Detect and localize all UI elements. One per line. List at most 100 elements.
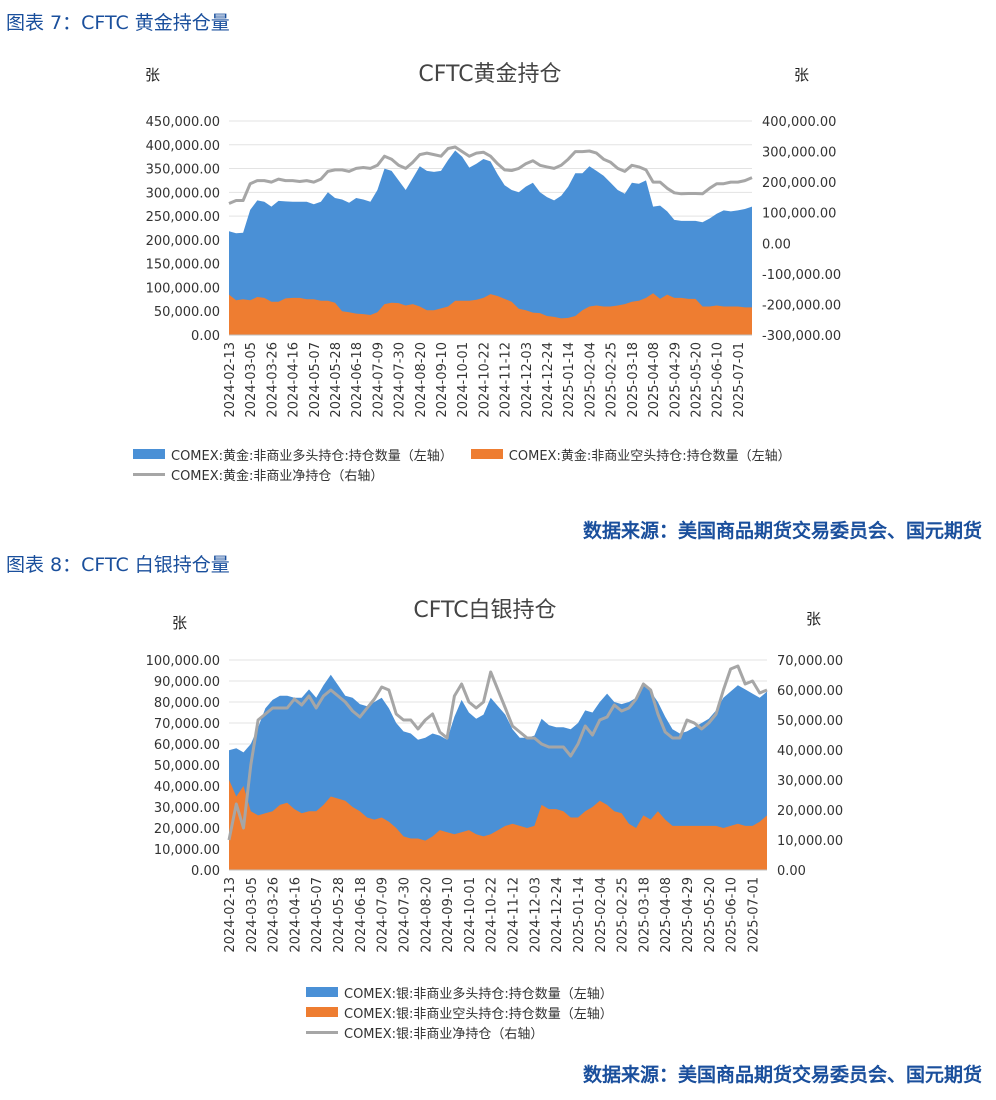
x-tick-label: 2025-03-18 <box>637 877 652 953</box>
x-tick-label: 2024-02-13 <box>223 877 238 953</box>
x-tick-label: 2024-04-16 <box>288 877 303 953</box>
x-tick-label: 2024-10-01 <box>456 342 471 418</box>
legend-item-silver-net: COMEX:银:非商业净持仓（右轴） <box>306 1022 613 1042</box>
x-tick-label: 2024-07-30 <box>393 342 408 418</box>
x-tick-label: 2025-01-14 <box>572 877 587 953</box>
gold-chart: 450,000.00 400,000.00 350,000.00 300,000.00… <box>146 115 842 418</box>
legend-item-silver-long: COMEX:银:非商业多头持仓:持仓数量（左轴） <box>306 982 613 1002</box>
y-tick-label: 50,000.00 <box>154 759 220 774</box>
y2-tick-label: 50,000.00 <box>777 714 843 729</box>
y-tick-label: 100,000.00 <box>146 654 220 669</box>
x-tick-label: 2024-07-09 <box>371 342 386 418</box>
x-tick-label: 2024-12-03 <box>528 877 543 953</box>
y2-tick-label: -300,000.00 <box>762 329 841 344</box>
x-tick-label: 2025-02-25 <box>616 877 631 953</box>
x-tick-label: 2024-10-22 <box>477 342 492 418</box>
legend-swatch <box>306 1030 338 1034</box>
legend-swatch <box>133 472 165 476</box>
y-tick-label: 30,000.00 <box>154 801 220 816</box>
y-tick-label: 70,000.00 <box>154 717 220 732</box>
y-tick-label: 100,000.00 <box>146 281 220 296</box>
y2-tick-label: 300,000.00 <box>762 146 836 161</box>
x-tick-label: 2024-03-26 <box>265 342 280 418</box>
gold-right-unit: 张 <box>794 66 810 84</box>
x-tick-label: 2024-11-12 <box>499 342 514 418</box>
x-tick-label: 2024-07-09 <box>376 877 391 953</box>
y-tick-label: 50,000.00 <box>154 305 220 320</box>
silver-left-unit: 张 <box>172 614 188 632</box>
y2-tick-label: 100,000.00 <box>762 207 836 222</box>
silver-chart-title: CFTC白银持仓 <box>413 598 557 623</box>
x-tick-label: 2025-02-04 <box>583 342 598 418</box>
x-tick-label: 2025-04-08 <box>647 342 662 418</box>
y2-tick-label: 0.00 <box>762 237 791 252</box>
x-tick-label: 2025-06-10 <box>725 877 740 953</box>
gold-chart-title: CFTC黄金持仓 <box>418 62 562 87</box>
legend-label: COMEX:银:非商业净持仓（右轴） <box>344 1026 544 1042</box>
y-tick-label: 40,000.00 <box>154 780 220 795</box>
y2-tick-label: 20,000.00 <box>777 804 843 819</box>
legend-swatch <box>133 449 165 459</box>
legend-swatch <box>306 987 338 997</box>
y-tick-label: 300,000.00 <box>146 186 220 201</box>
x-tick-label: 2024-04-16 <box>287 342 302 418</box>
x-tick-label: 2024-05-07 <box>308 342 323 418</box>
x-tick-label: 2024-09-10 <box>441 877 456 953</box>
legend-label: COMEX:黄金:非商业净持仓（右轴） <box>171 468 384 484</box>
legend-item-silver-short: COMEX:银:非商业空头持仓:持仓数量（左轴） <box>306 1002 613 1022</box>
silver-legend: COMEX:银:非商业多头持仓:持仓数量（左轴） COMEX:银:非商业空头持仓… <box>306 982 613 1042</box>
x-tick-label: 2025-04-29 <box>681 877 696 953</box>
gold-legend: COMEX:黄金:非商业多头持仓:持仓数量（左轴） COMEX:黄金:非商业空头… <box>133 444 791 484</box>
short-position-area <box>229 293 752 335</box>
x-tick-label: 2024-09-10 <box>435 342 450 418</box>
y2-tick-label: -100,000.00 <box>762 268 841 283</box>
x-tick-label: 2024-12-24 <box>550 877 565 953</box>
y-tick-label: 90,000.00 <box>154 675 220 690</box>
y-tick-label: 150,000.00 <box>146 258 220 273</box>
x-tick-label: 2025-04-29 <box>668 342 683 418</box>
x-tick-label: 2025-06-10 <box>711 342 726 418</box>
net-position-line <box>228 145 753 205</box>
x-tick-label: 2024-03-05 <box>245 877 260 953</box>
y2-tick-label: 0.00 <box>777 864 806 879</box>
y-tick-label: 450,000.00 <box>146 115 220 130</box>
gold-left-unit: 张 <box>145 66 161 84</box>
legend-item-gold-short: COMEX:黄金:非商业空头持仓:持仓数量（左轴） <box>470 444 791 464</box>
y2-tick-label: 10,000.00 <box>777 834 843 849</box>
x-tick-label: 2024-03-05 <box>244 342 259 418</box>
y-tick-label: 20,000.00 <box>154 822 220 837</box>
legend-label: COMEX:银:非商业多头持仓:持仓数量（左轴） <box>344 986 613 1002</box>
x-tick-label: 2024-12-24 <box>541 342 556 418</box>
x-tick-label: 2025-01-14 <box>562 342 577 418</box>
x-tick-label: 2024-08-20 <box>414 342 429 418</box>
legend-swatch <box>470 449 503 459</box>
x-tick-label: 2024-07-30 <box>397 877 412 953</box>
y-tick-label: 60,000.00 <box>154 738 220 753</box>
y2-tick-label: 40,000.00 <box>777 744 843 759</box>
x-tick-label: 2025-07-01 <box>746 877 761 953</box>
figure-7-title: 图表 7：CFTC 黄金持仓量 <box>6 12 230 34</box>
y-tick-label: 80,000.00 <box>154 696 220 711</box>
y-tick-label: 200,000.00 <box>146 234 220 249</box>
x-tick-label: 2024-06-18 <box>350 342 365 418</box>
long-position-area <box>229 150 752 335</box>
x-tick-label: 2025-02-04 <box>594 877 609 953</box>
x-tick-label: 2024-05-28 <box>329 342 344 418</box>
y-tick-label: 0.00 <box>191 329 220 344</box>
legend-label: COMEX:黄金:非商业空头持仓:持仓数量（左轴） <box>508 448 791 464</box>
y-tick-label: 0.00 <box>191 864 220 879</box>
gold-source: 数据来源：美国商品期货交易委员会、国元期货 <box>582 520 982 542</box>
legend-item-gold-long: COMEX:黄金:非商业多头持仓:持仓数量（左轴） <box>133 444 453 464</box>
x-tick-label: 2024-10-22 <box>485 877 500 953</box>
x-tick-label: 2024-10-01 <box>463 877 478 953</box>
x-tick-label: 2024-12-03 <box>520 342 535 418</box>
x-tick-label: 2024-11-12 <box>507 877 522 953</box>
x-tick-label: 2024-05-07 <box>310 877 325 953</box>
y2-tick-label: 200,000.00 <box>762 176 836 191</box>
x-tick-label: 2024-05-28 <box>332 877 347 953</box>
x-tick-label: 2025-05-20 <box>703 877 718 953</box>
x-tick-label: 2025-04-08 <box>659 877 674 953</box>
y-tick-label: 400,000.00 <box>146 139 220 154</box>
figure-8-title: 图表 8：CFTC 白银持仓量 <box>6 554 230 576</box>
